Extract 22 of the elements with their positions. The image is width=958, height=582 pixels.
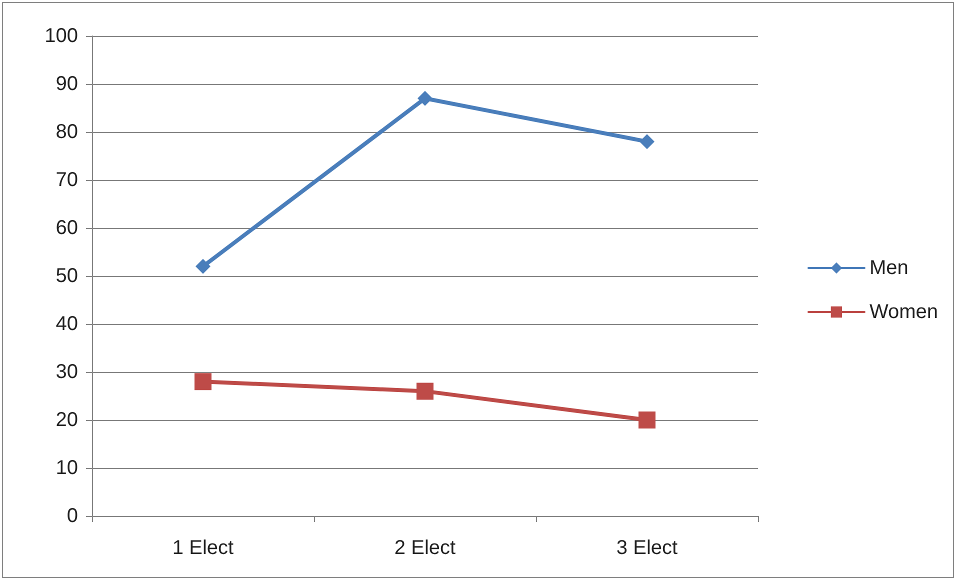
y-tick-label: 70	[56, 169, 78, 191]
point	[640, 134, 654, 150]
x-tick-label: 1 Elect	[172, 537, 234, 559]
y-tick-label: 80	[56, 121, 78, 143]
legend-label: Men	[869, 257, 908, 279]
y-tick-label: 40	[56, 313, 78, 335]
x-tick-label: 2 Elect	[394, 537, 456, 559]
x-tick-label: 3 Elect	[616, 537, 678, 559]
point	[418, 90, 432, 106]
point	[638, 412, 656, 428]
y-tick-label: 0	[66, 505, 78, 527]
point	[196, 258, 210, 274]
y-tick-label: 20	[56, 409, 78, 431]
y-tick-label: 100	[44, 25, 78, 47]
y-tick-label: 50	[56, 265, 78, 287]
y-tick-label: 60	[56, 217, 78, 239]
y-tick-label: 10	[56, 457, 78, 479]
legend-label: Women	[869, 301, 938, 323]
y-tick-label: 30	[56, 361, 78, 383]
y-tick-label: 90	[56, 73, 78, 95]
point	[416, 382, 434, 400]
point	[194, 373, 212, 390]
